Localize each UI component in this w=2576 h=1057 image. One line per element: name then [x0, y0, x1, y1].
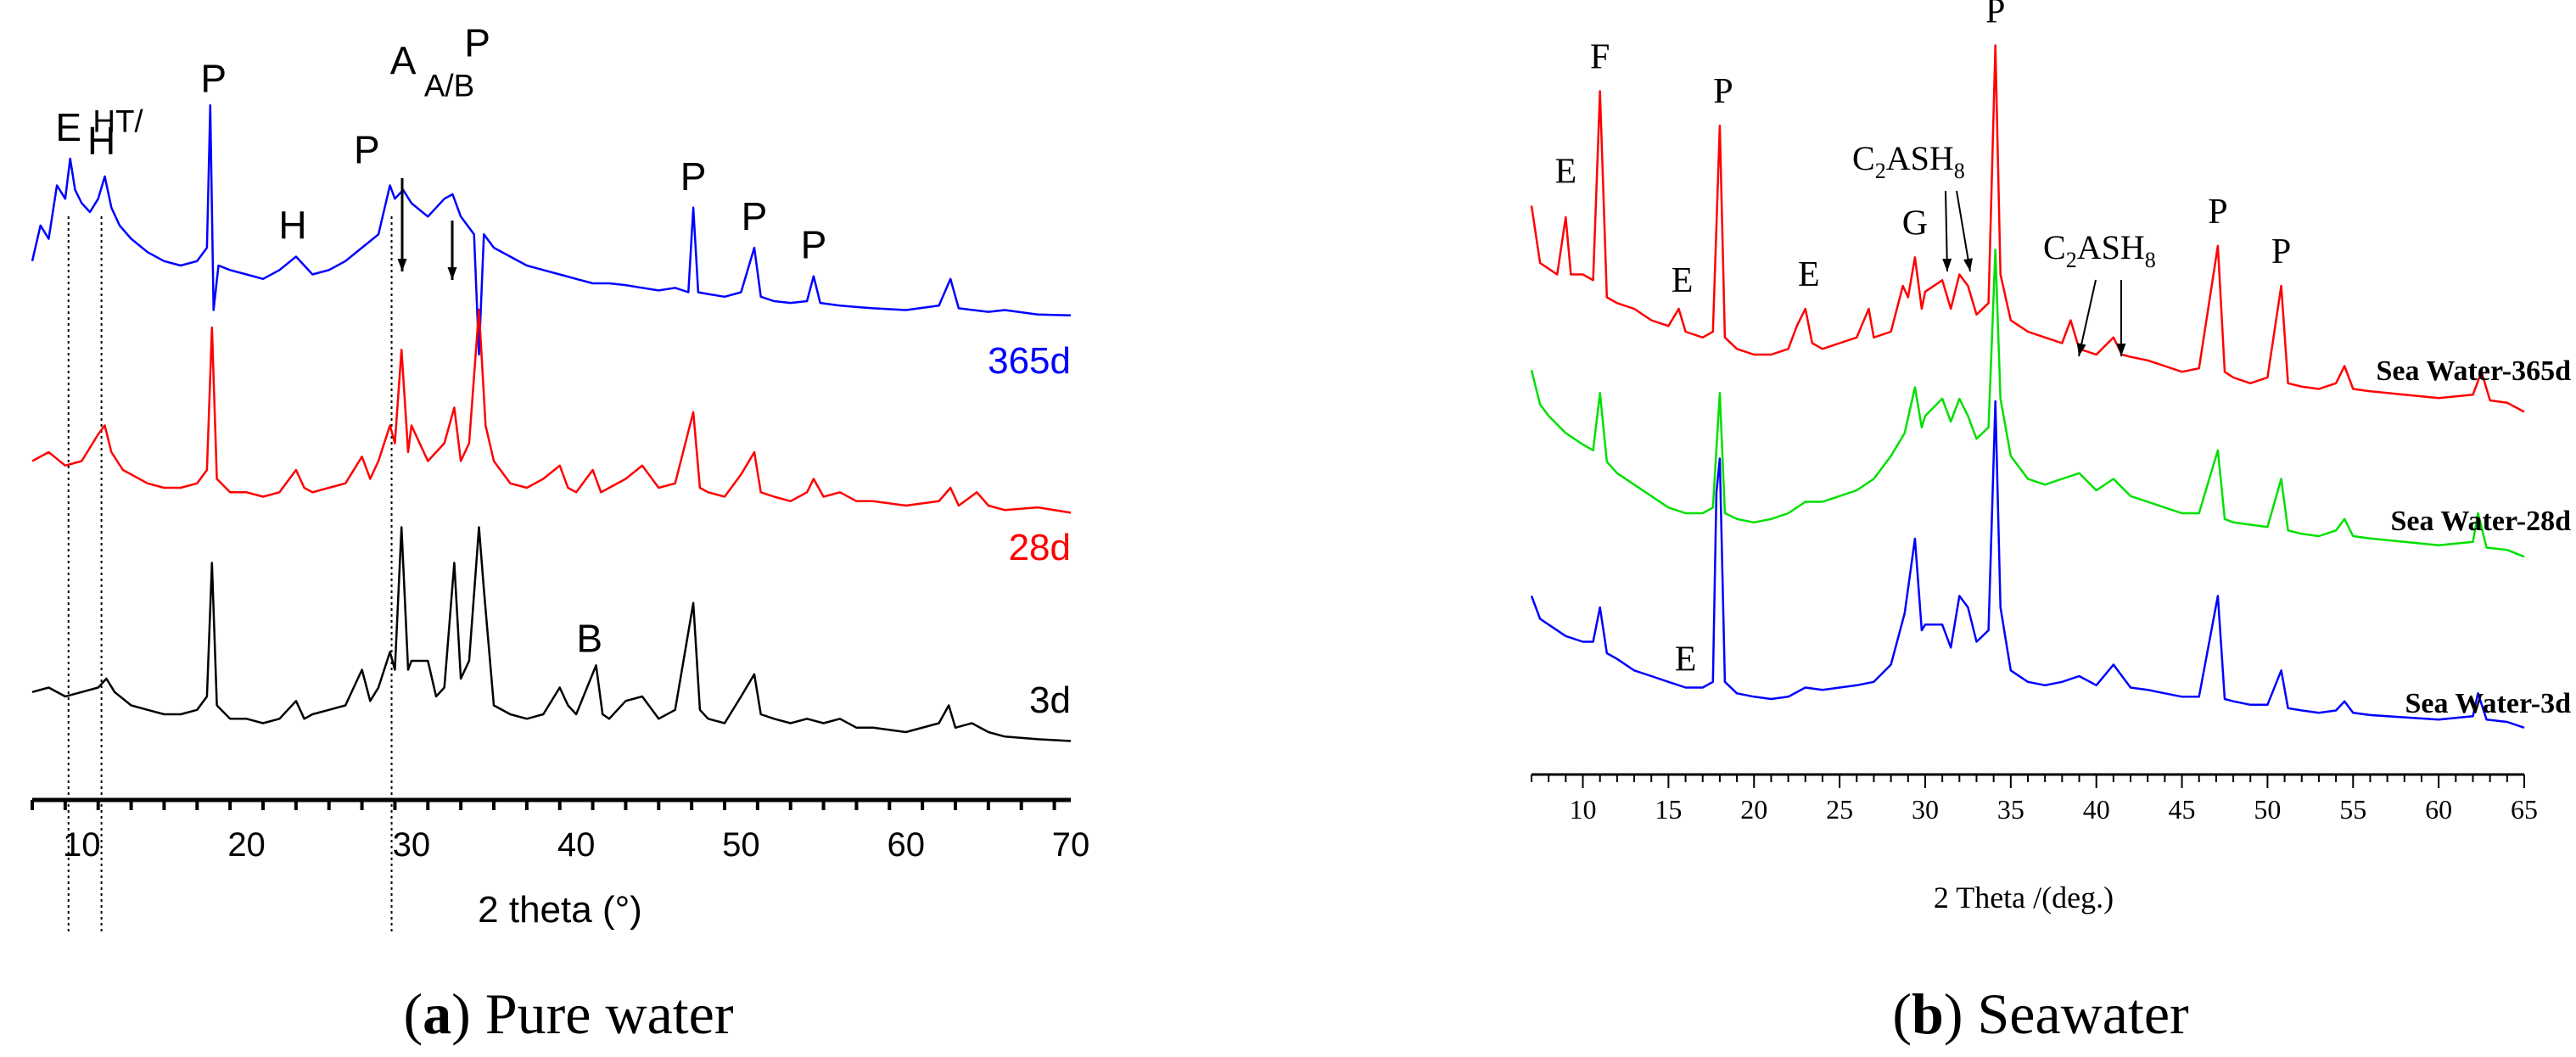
- series-line-sea-water-28d: [1530, 249, 2525, 558]
- peak-label: A/B: [424, 69, 474, 103]
- arrow-line: [1956, 190, 1971, 272]
- panel-b-x-ticks: 10 15 20 25 30 35 40 45 50 55 60 65: [1531, 775, 2538, 825]
- panel-b-arrows: [1942, 190, 2126, 357]
- x-tick-label: 30: [1912, 794, 1939, 825]
- panel-b-x-axis-label: 2 Theta /(deg.): [1934, 881, 2114, 914]
- panel-b-seawater: 10 15 20 25 30 35 40 45 50 55 60 65 E F E P E G P P P E Sea …: [1530, 0, 2572, 1046]
- x-tick-label: 60: [887, 826, 925, 864]
- panel-b-series-labels: Sea Water-365d Sea Water-28d Sea Water-3d: [2377, 355, 2572, 719]
- x-tick-label: 50: [722, 826, 760, 864]
- series-label: Sea Water-3d: [2405, 688, 2572, 719]
- peak-label: P: [1985, 0, 2005, 31]
- peak-label: G: [1902, 204, 1928, 243]
- arrow-line: [2078, 279, 2097, 357]
- x-tick-label: 20: [227, 826, 266, 864]
- arrow-head: [447, 266, 457, 280]
- series-label: 3d: [1029, 680, 1071, 721]
- series-label: Sea Water-365d: [2377, 355, 2572, 387]
- arrow-head: [397, 258, 407, 271]
- panel-b-annotations: E F E P E G P P P E: [1555, 0, 2292, 679]
- panel-a-arrows: [397, 178, 457, 280]
- panel-b-series: [1530, 44, 2525, 729]
- x-tick-label: 40: [557, 826, 596, 864]
- x-tick-label: 10: [1570, 794, 1597, 825]
- series-line-3d: [31, 526, 1072, 742]
- peak-label: P: [2208, 193, 2227, 232]
- x-tick-label: 35: [1997, 794, 2024, 825]
- x-tick-label: 65: [2511, 794, 2538, 825]
- peak-label: P: [742, 194, 768, 238]
- peak-label: E: [55, 105, 81, 149]
- peak-label: H: [278, 204, 306, 248]
- arrow-head: [2116, 343, 2126, 356]
- x-tick-label: 70: [1052, 826, 1090, 864]
- c2ash8-label-left: C2ASH8: [1852, 139, 1965, 183]
- peak-label: F: [1590, 38, 1610, 77]
- panel-a-series: [31, 103, 1072, 742]
- arrow-line: [1945, 190, 1948, 272]
- x-tick-label: 60: [2425, 794, 2452, 825]
- peak-label: E: [1672, 261, 1694, 300]
- series-line-sea-water-3d: [1530, 400, 2525, 729]
- panel-a-caption: (a) Pure water: [404, 982, 734, 1046]
- x-tick-label: 15: [1655, 794, 1682, 825]
- peak-label: H: [87, 119, 115, 163]
- arrow-head: [1942, 258, 1952, 271]
- panel-a-x-axis-label: 2 theta (°): [478, 889, 642, 931]
- peak-label: E: [1555, 153, 1577, 192]
- series-line-365d: [31, 103, 1072, 356]
- arrow-head: [1963, 258, 1973, 271]
- series-label: 28d: [1009, 527, 1071, 568]
- x-tick-label: 25: [1826, 794, 1853, 825]
- peak-label: B: [576, 617, 602, 661]
- x-tick-label: 45: [2169, 794, 2196, 825]
- peak-label: P: [801, 223, 827, 267]
- peak-label: E: [1675, 640, 1697, 679]
- peak-label: P: [464, 20, 490, 64]
- panel-a-reference-lines: [67, 216, 393, 933]
- x-tick-label: 55: [2339, 794, 2366, 825]
- peak-label: E: [1798, 255, 1820, 294]
- x-tick-label: 10: [63, 826, 101, 864]
- x-tick-label: 20: [1740, 794, 1767, 825]
- peak-label: P: [680, 154, 707, 199]
- c2ash8-label-right: C2ASH8: [2043, 228, 2156, 272]
- panel-b-caption: (b) Seawater: [1892, 982, 2189, 1046]
- peak-label: HT/: [92, 104, 143, 139]
- series-line-28d: [31, 308, 1072, 514]
- peak-label: P: [1713, 72, 1733, 111]
- panel-a-series-labels: 365d 28d 3d: [988, 340, 1071, 721]
- arrow-head: [2076, 343, 2086, 356]
- series-line-sea-water-365d: [1530, 44, 2525, 413]
- series-label: 365d: [988, 340, 1071, 382]
- peak-label: P: [354, 127, 380, 171]
- x-tick-label: 30: [393, 826, 431, 864]
- panel-a-x-ticks: 10 20 30 40 50 60 70: [31, 800, 1090, 864]
- peak-label: A: [390, 38, 417, 82]
- x-tick-label: 40: [2083, 794, 2110, 825]
- peak-label: P: [200, 56, 227, 100]
- series-label: Sea Water-28d: [2391, 506, 2572, 537]
- peak-label: P: [2271, 232, 2291, 271]
- x-tick-label: 50: [2254, 794, 2281, 825]
